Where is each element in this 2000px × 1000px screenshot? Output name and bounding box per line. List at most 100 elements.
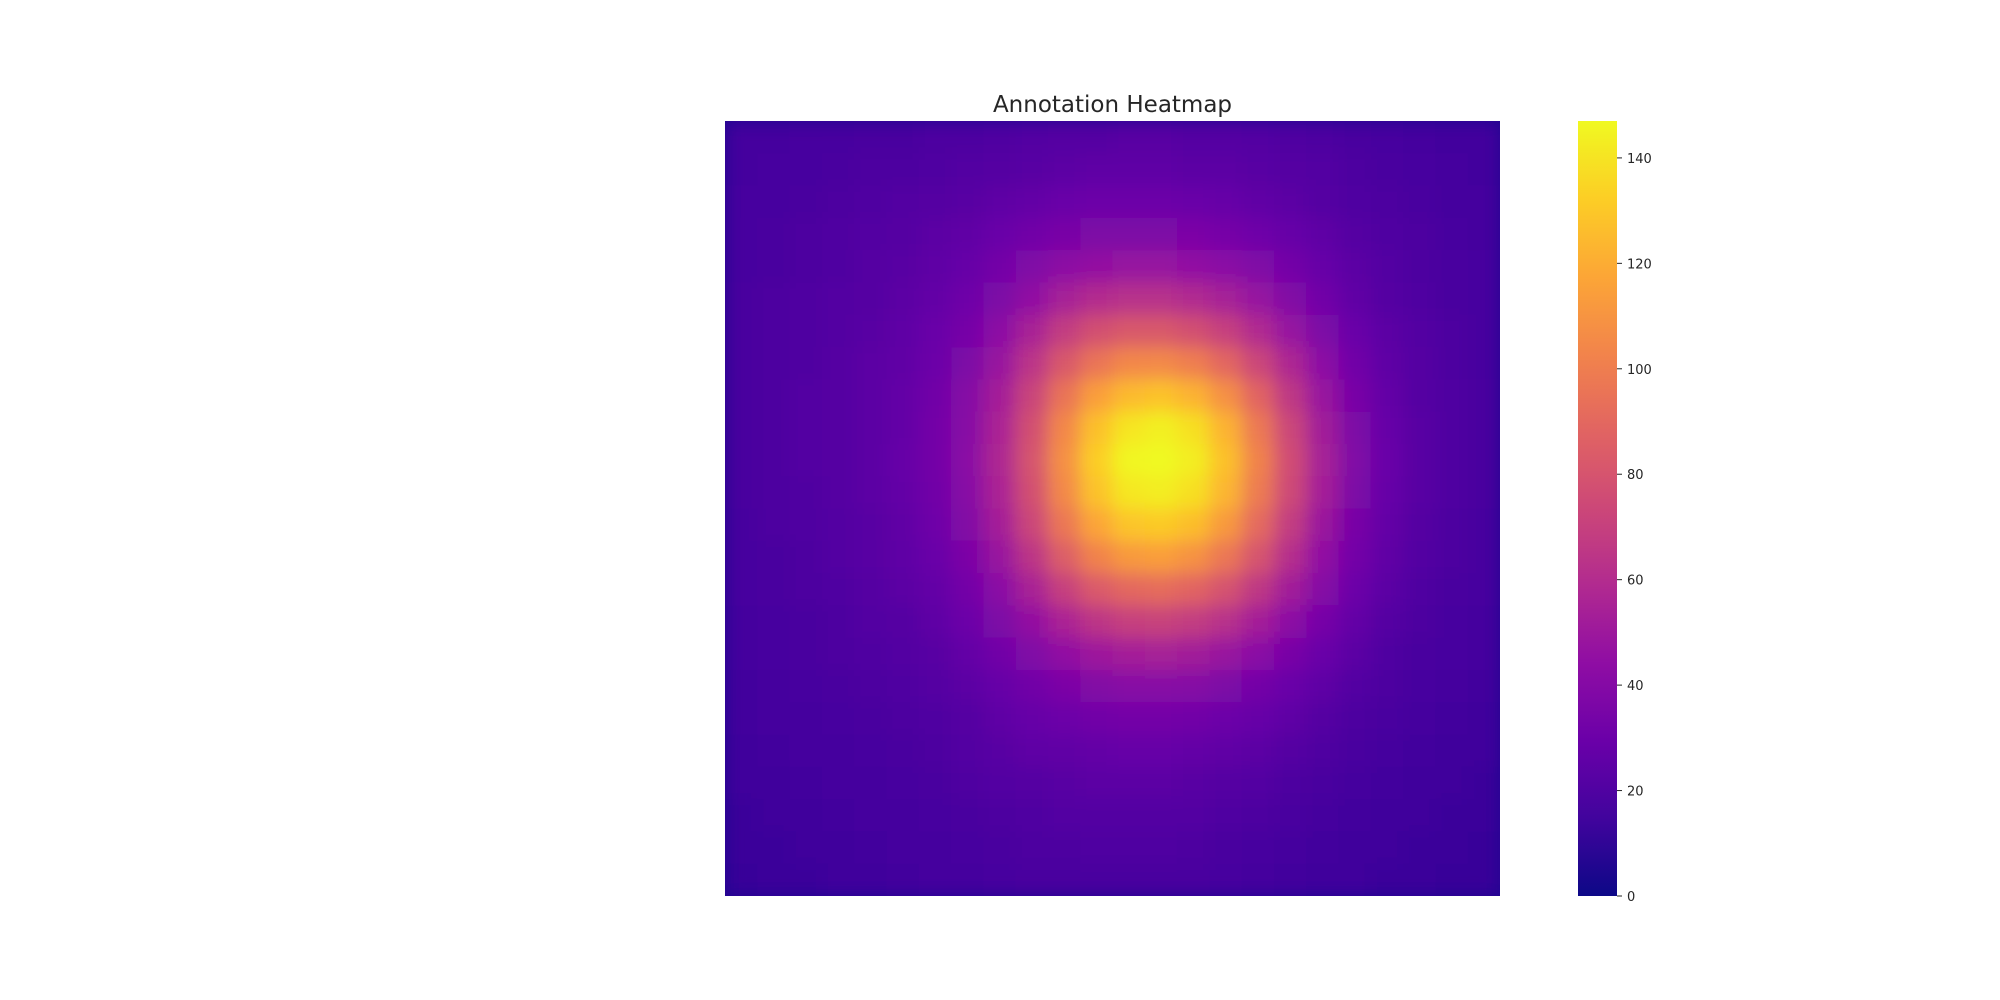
colorbar-tick-label: 120 <box>1627 257 1652 272</box>
heatmap-cell <box>918 573 952 606</box>
heatmap-cell <box>1080 702 1114 736</box>
heatmap-cell <box>918 637 952 671</box>
heatmap-cell <box>1015 702 1049 736</box>
heatmap-cell <box>1112 476 1146 510</box>
heatmap-cell <box>1338 314 1372 348</box>
heatmap-cell <box>1435 831 1469 865</box>
heatmap-cell <box>821 637 855 671</box>
heatmap-cell <box>1015 863 1049 896</box>
heatmap-cell <box>1144 347 1178 380</box>
colorbar-bar <box>1578 121 1617 896</box>
heatmap-cell <box>1015 637 1049 671</box>
heatmap-cell <box>1015 540 1049 574</box>
colorbar-tick-label: 100 <box>1627 363 1652 378</box>
heatmap-cell <box>1144 185 1178 219</box>
colorbar-tick-label: 80 <box>1627 468 1644 483</box>
heatmap-cell <box>1403 379 1437 413</box>
heatmap-cell <box>1080 217 1114 251</box>
heatmap-cell <box>1015 799 1049 833</box>
heatmap-cell <box>821 766 855 800</box>
heatmap-cell <box>983 153 1017 187</box>
heatmap-cell <box>951 379 984 413</box>
heatmap-cell <box>1370 153 1404 187</box>
heatmap-cell <box>725 282 758 316</box>
heatmap-cell <box>983 282 1017 316</box>
heatmap-cell <box>886 831 920 865</box>
heatmap-cell <box>725 831 758 865</box>
heatmap-cell <box>1015 347 1049 380</box>
heatmap-cell <box>854 605 888 639</box>
heatmap-cell <box>1467 831 1500 865</box>
heatmap-cell <box>1241 443 1275 477</box>
colorbar-tick-label: 0 <box>1627 890 1635 905</box>
heatmap-cell <box>1306 153 1340 187</box>
heatmap-cell <box>1435 121 1469 154</box>
heatmap-cell <box>1015 250 1049 284</box>
heatmap-cell <box>854 153 888 187</box>
heatmap-cell <box>1080 508 1114 542</box>
heatmap-cell <box>1209 347 1243 380</box>
heatmap-cell <box>789 121 823 154</box>
heatmap-cell <box>1273 831 1307 865</box>
heatmap-plot-area <box>725 121 1500 896</box>
heatmap-cell <box>1112 411 1146 445</box>
heatmap-cell <box>757 250 791 284</box>
heatmap-cell <box>886 443 920 477</box>
heatmap-cell <box>1112 799 1146 833</box>
heatmap-cell <box>1403 476 1437 510</box>
heatmap-cell <box>1241 669 1275 703</box>
heatmap-cell <box>1467 411 1500 445</box>
heatmap-cell <box>918 121 952 154</box>
heatmap-cell <box>1370 508 1404 542</box>
heatmap-cell <box>1338 153 1372 187</box>
heatmap-cell <box>1403 443 1437 477</box>
heatmap-cell <box>821 508 855 542</box>
heatmap-cell <box>821 153 855 187</box>
heatmap-cell <box>757 121 791 154</box>
heatmap-cell <box>789 314 823 348</box>
heatmap-cell <box>1273 217 1307 251</box>
heatmap-cell <box>951 573 984 606</box>
heatmap-cell <box>1403 702 1437 736</box>
heatmap-cell <box>1047 153 1081 187</box>
heatmap-cell <box>1177 637 1210 671</box>
heatmap-cell <box>951 185 984 219</box>
heatmap-cell <box>1177 282 1210 316</box>
heatmap-cell <box>821 734 855 768</box>
heatmap-cell <box>1080 282 1114 316</box>
heatmap-cell <box>983 669 1017 703</box>
heatmap-cell <box>1306 476 1340 510</box>
heatmap-cell <box>789 863 823 896</box>
heatmap-cell <box>789 443 823 477</box>
heatmap-cell <box>821 831 855 865</box>
heatmap-cell <box>1112 863 1146 896</box>
heatmap-cell <box>1015 185 1049 219</box>
heatmap-cell <box>1467 540 1500 574</box>
heatmap-cell <box>1144 863 1178 896</box>
heatmap-cell <box>725 347 758 380</box>
heatmap-cell <box>1015 314 1049 348</box>
heatmap-cell <box>1435 508 1469 542</box>
heatmap-cell <box>1209 314 1243 348</box>
heatmap-cell <box>854 799 888 833</box>
heatmap-cell <box>1370 314 1404 348</box>
heatmap-cell <box>821 863 855 896</box>
heatmap-cell <box>1338 540 1372 574</box>
heatmap-cell <box>1241 734 1275 768</box>
heatmap-cell <box>886 411 920 445</box>
heatmap-cell <box>1273 347 1307 380</box>
heatmap-cell <box>821 379 855 413</box>
heatmap-cell <box>789 250 823 284</box>
heatmap-cell <box>1467 508 1500 542</box>
heatmap-cell <box>1273 250 1307 284</box>
heatmap-cell <box>1338 508 1372 542</box>
heatmap-cell <box>854 573 888 606</box>
heatmap-cell <box>1273 379 1307 413</box>
heatmap-cell <box>918 508 952 542</box>
heatmap-cell <box>1177 411 1210 445</box>
heatmap-cell <box>1273 476 1307 510</box>
heatmap-cell <box>1370 605 1404 639</box>
heatmap-cell <box>918 734 952 768</box>
heatmap-cell <box>1177 702 1210 736</box>
heatmap-cell <box>1273 799 1307 833</box>
